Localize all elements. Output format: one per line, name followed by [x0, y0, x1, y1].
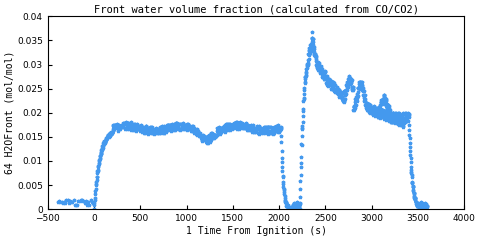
- X-axis label: 1 Time From Ignition (s): 1 Time From Ignition (s): [186, 226, 326, 236]
- Y-axis label: 64 H2OFront (mol/mol): 64 H2OFront (mol/mol): [4, 51, 14, 174]
- Title: Front water volume fraction (calculated from CO/CO2): Front water volume fraction (calculated …: [94, 4, 419, 14]
